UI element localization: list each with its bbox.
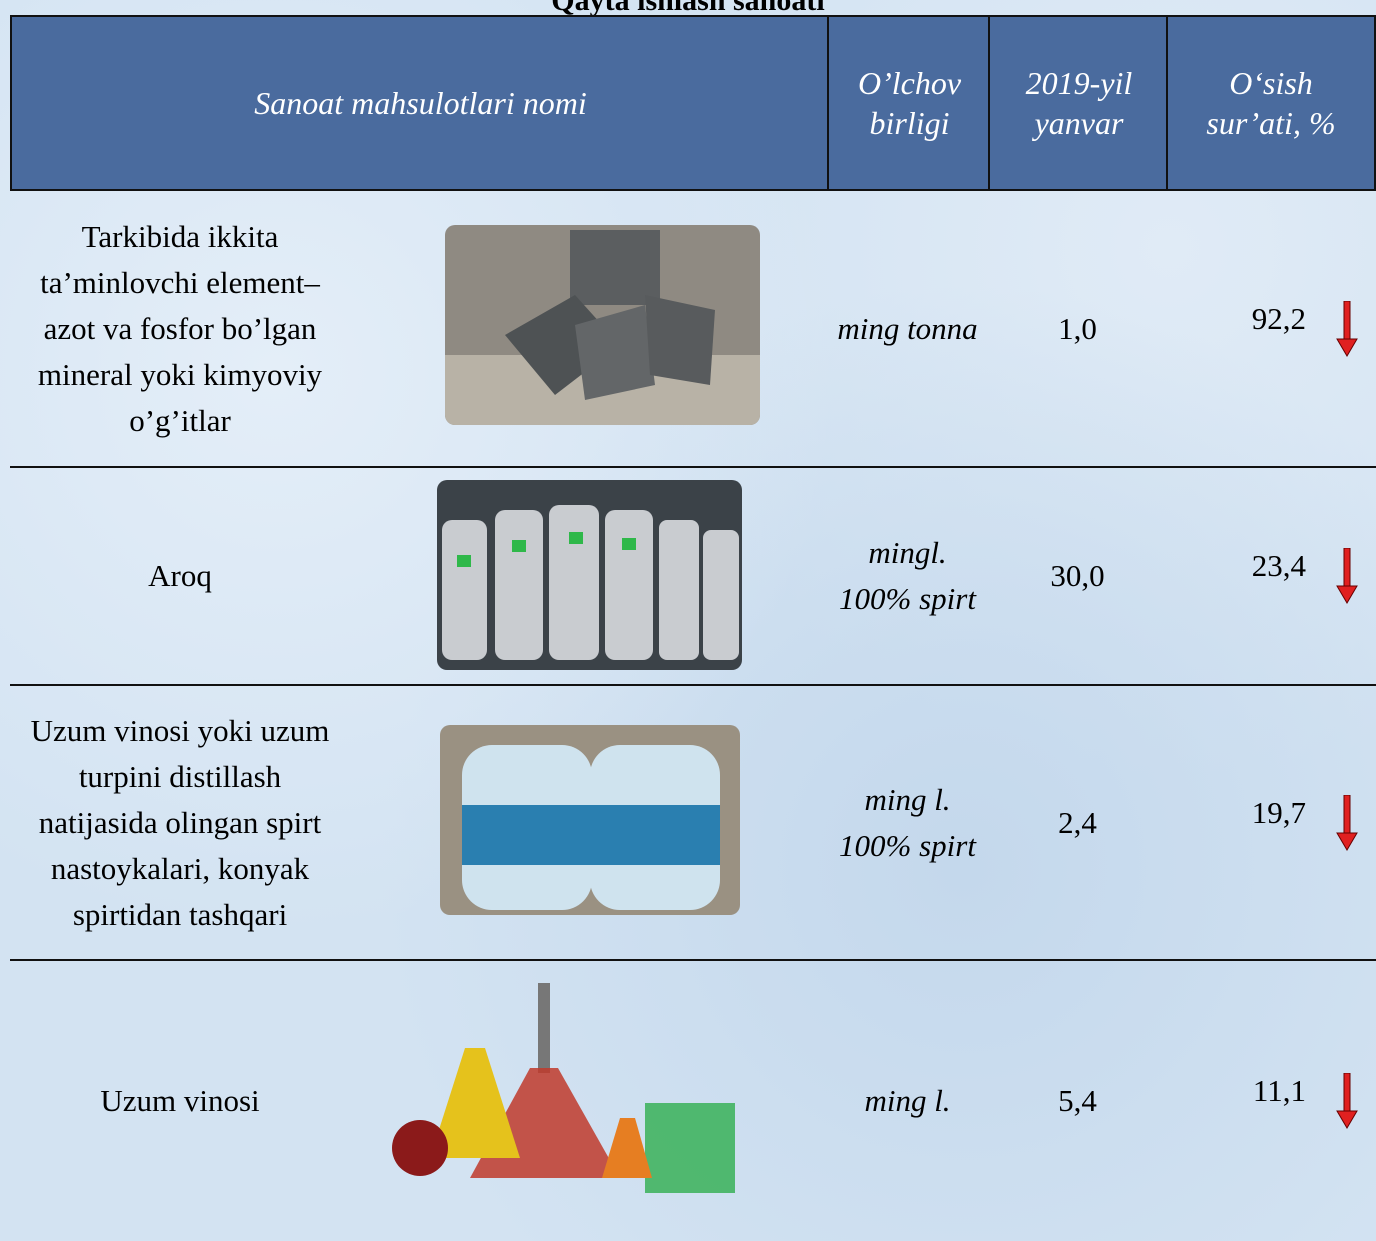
column-header: 2019-yil yanvar [988, 17, 1168, 189]
fertilizer-image [445, 225, 760, 425]
unit: ming tonna [830, 191, 985, 467]
product-name: Uzum vinosi [25, 960, 335, 1241]
flasks-image [390, 978, 740, 1208]
unit: ming l. [830, 960, 985, 1241]
value: 30,0 [990, 467, 1165, 685]
column-header: Sanoat mahsulotlari nomi [12, 17, 829, 189]
product-name: Aroq [25, 467, 335, 685]
vodka-image [437, 480, 742, 670]
unit: ming l. 100% spirt [830, 685, 985, 960]
value: 1,0 [990, 191, 1165, 467]
product-name: Tarkibida ikkita ta’minlovchi element–az… [25, 191, 335, 467]
value: 5,4 [990, 960, 1165, 1241]
decrease-arrow [1336, 1073, 1358, 1129]
growth: 23,4 [1170, 467, 1306, 665]
page: {"header":{"title":"Qayta ishlash sanoat… [0, 0, 1376, 1241]
decrease-arrow [1336, 795, 1358, 851]
product-name: Uzum vinosi yoki uzum turpini distillash… [25, 685, 335, 960]
water-image [440, 725, 740, 915]
growth: 19,7 [1170, 685, 1306, 940]
column-header: O’lchov birligi [827, 17, 990, 189]
value: 2,4 [990, 685, 1165, 960]
unit: mingl. 100% spirt [830, 467, 985, 685]
decrease-arrow [1336, 301, 1358, 357]
growth: 11,1 [1170, 960, 1306, 1221]
growth: 92,2 [1170, 191, 1306, 447]
table-header: Sanoat mahsulotlari nomi O’lchov birligi… [10, 15, 1376, 191]
column-header: O‘sish sur’ati, % [1166, 17, 1374, 189]
decrease-arrow [1336, 548, 1358, 604]
